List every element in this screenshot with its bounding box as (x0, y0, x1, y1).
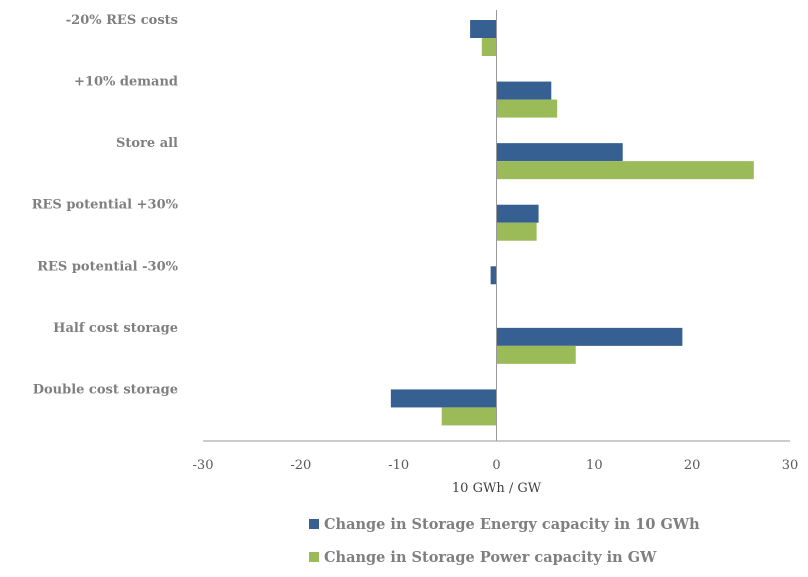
bar-energy-1 (496, 81, 552, 100)
x-tick-labels: -30 -20 -10 0 10 20 30 (193, 458, 799, 473)
legend: Change in Storage Energy capacity in 10 … (309, 516, 700, 566)
category-label: Double cost storage (33, 382, 178, 397)
bar-power-6 (441, 407, 497, 426)
bar-energy-4 (490, 266, 497, 285)
legend-swatch-power (309, 552, 319, 562)
category-label: Half cost storage (53, 321, 178, 336)
x-tick-label: -10 (388, 458, 409, 473)
category-label: RES potential -30% (37, 259, 178, 274)
legend-label-energy: Change in Storage Energy capacity in 10 … (324, 516, 700, 533)
x-tick-label: 10 (586, 458, 603, 473)
bar-power-5 (496, 345, 576, 364)
x-axis-title: 10 GWh / GW (452, 481, 542, 496)
category-label: +10% demand (74, 75, 178, 90)
category-labels: -20% RES costs +10% demand Store all RES po… (32, 13, 179, 397)
bar-energy-3 (496, 204, 539, 223)
legend-swatch-energy (309, 519, 319, 529)
bars-layer (390, 20, 754, 426)
category-label: Store all (116, 136, 178, 151)
bar-energy-2 (496, 143, 623, 162)
x-tick-label: 20 (684, 458, 701, 473)
x-tick-label: -20 (290, 458, 311, 473)
category-label: RES potential +30% (32, 198, 179, 213)
legend-label-power: Change in Storage Power capacity in GW (324, 549, 657, 566)
bar-power-0 (481, 38, 497, 56)
x-tick-label: 0 (492, 458, 500, 473)
bar-energy-5 (496, 327, 683, 346)
bar-energy-6 (390, 389, 497, 408)
x-tick-label: 30 (782, 458, 799, 473)
bar-power-2 (496, 161, 754, 180)
bar-energy-0 (470, 20, 497, 38)
x-tick-label: -30 (193, 458, 214, 473)
bar-power-1 (496, 99, 558, 118)
category-label: -20% RES costs (66, 13, 178, 28)
bar-power-3 (496, 222, 537, 241)
